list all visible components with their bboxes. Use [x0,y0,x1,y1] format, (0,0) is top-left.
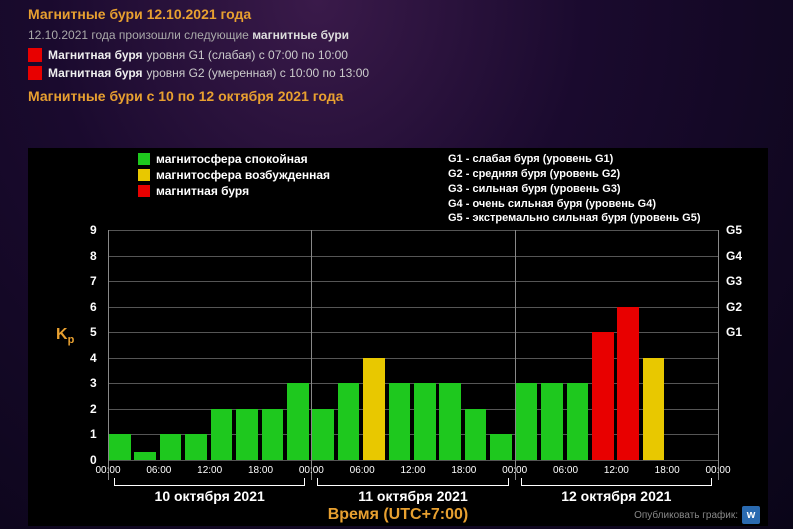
kp-letter: K [56,326,68,343]
x-tick-label: 12:00 [604,465,629,476]
bars-layer [108,230,718,460]
y-tick-label: 7 [90,274,97,288]
x-tick-label: 06:00 [146,465,171,476]
kp-bar [262,409,284,460]
legend-item: магнитная буря [138,184,330,198]
y-tick-label: 6 [90,300,97,314]
g-scale-item: G5 - экстремально сильная буря (уровень … [448,211,701,226]
g-tick-label: G1 [726,325,742,339]
g-scale-item: G2 - средняя буря (уровень G2) [448,167,701,182]
kp-bar [592,332,614,460]
kp-bar [211,409,233,460]
chart-container: магнитосфера спокойная магнитосфера возбу… [28,148,768,526]
kp-bar [643,358,665,460]
y-tick-label: 4 [90,351,97,365]
g-tick-label: G4 [726,249,742,263]
x-tick-label: 00:00 [299,465,324,476]
y-tick-label: 1 [90,427,97,441]
kp-bar [312,409,334,460]
legend-color-icon [138,185,150,197]
storm-bold: Магнитная буря [48,66,143,80]
kp-bar [287,383,309,460]
kp-bar [160,434,182,460]
x-tick-label: 06:00 [350,465,375,476]
plot-area: 0123456789G1G2G3G4G500:0006:0012:0018:00… [108,230,718,460]
g-tick-label: G2 [726,300,742,314]
x-tick-label: 18:00 [248,465,273,476]
kp-bar [363,358,385,460]
legend-label: магнитная буря [156,184,249,198]
y-tick-label: 5 [90,325,97,339]
y-tick-label: 2 [90,402,97,416]
kp-sub: p [68,334,75,346]
day-bracket [114,478,305,486]
x-tick-label: 12:00 [197,465,222,476]
day-label: 11 октября 2021 [311,488,514,504]
storm-bold: Магнитная буря [48,48,143,62]
kp-bar [465,409,487,460]
legend-item: магнитосфера возбужденная [138,168,330,182]
chart-title: Магнитные бури с 10 по 12 октября 2021 г… [28,88,765,104]
g-scale-item: G1 - слабая буря (уровень G1) [448,152,701,167]
day-label: 10 октября 2021 [108,488,311,504]
legend-color-icon [138,153,150,165]
subtitle-text: 12.10.2021 года произошли следующие [28,28,252,42]
kp-bar [389,383,411,460]
legend-right: G1 - слабая буря (уровень G1)G2 - средня… [448,152,701,226]
legend-item: магнитосфера спокойная [138,152,330,166]
kp-bar [134,452,156,460]
legend-left: магнитосфера спокойная магнитосфера возбу… [138,152,330,200]
kp-bar [414,383,436,460]
x-tick-label: 06:00 [553,465,578,476]
legend-label: магнитосфера спокойная [156,152,308,166]
x-tick-label: 12:00 [400,465,425,476]
share-label: Опубликовать график: [634,510,738,521]
x-tick-label: 00:00 [95,465,120,476]
x-tick-label: 18:00 [655,465,680,476]
share-footer: Опубликовать график: w [634,506,760,524]
storm-color-icon [28,48,42,62]
subtitle: 12.10.2021 года произошли следующие магн… [28,28,765,42]
kp-bar [439,383,461,460]
day-label: 12 октября 2021 [515,488,718,504]
vk-share-button[interactable]: w [742,506,760,524]
x-tick-label: 18:00 [451,465,476,476]
kp-bar [109,434,131,460]
page-title: Магнитные бури 12.10.2021 года [28,6,765,22]
legend-color-icon [138,169,150,181]
g-tick-label: G3 [726,274,742,288]
day-separator [718,230,719,480]
day-bracket [317,478,508,486]
storm-color-icon [28,66,42,80]
header-block: Магнитные бури 12.10.2021 года 12.10.202… [0,0,793,104]
subtitle-bold: магнитные бури [252,28,349,42]
kp-bar [516,383,538,460]
y-tick-label: 3 [90,376,97,390]
x-tick-label: 00:00 [705,465,730,476]
storm-desc: уровня G1 (слабая) с 07:00 по 10:00 [147,48,348,62]
gridline [108,460,718,461]
g-scale-item: G3 - сильная буря (уровень G3) [448,182,701,197]
kp-bar [617,307,639,460]
kp-bar [490,434,512,460]
x-tick-label: 00:00 [502,465,527,476]
y-axis-label: Kp [56,326,74,346]
y-tick-label: 9 [90,223,97,237]
storm-event: Магнитная буря уровня G2 (умеренная) с 10… [28,66,765,80]
y-tick-label: 8 [90,249,97,263]
kp-bar [236,409,258,460]
kp-bar [567,383,589,460]
g-tick-label: G5 [726,223,742,237]
kp-bar [338,383,360,460]
kp-bar [541,383,563,460]
g-scale-item: G4 - очень сильная буря (уровень G4) [448,197,701,212]
kp-bar [185,434,207,460]
storm-desc: уровня G2 (умеренная) с 10:00 по 13:00 [147,66,370,80]
storm-event: Магнитная буря уровня G1 (слабая) с 07:00… [28,48,765,62]
legend-label: магнитосфера возбужденная [156,168,330,182]
day-bracket [521,478,712,486]
